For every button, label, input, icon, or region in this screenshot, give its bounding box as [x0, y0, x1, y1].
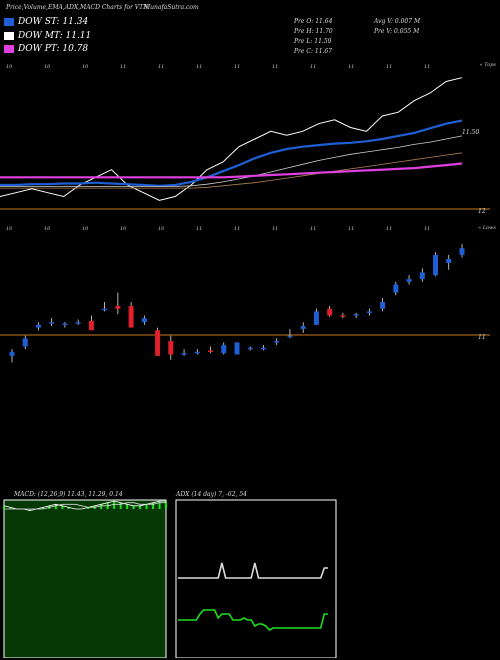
ema-series-line	[0, 162, 463, 179]
price-top-tick-label: 11	[196, 226, 202, 232]
price-top-tick-label: 11	[348, 226, 354, 232]
candle-body	[102, 308, 108, 311]
legend-swatch-mt	[4, 32, 14, 40]
macd-series-line	[4, 502, 166, 510]
candle-body	[366, 311, 372, 313]
candle-body	[194, 351, 200, 354]
candle-body	[327, 308, 333, 316]
stat-low: Pre L: 11.59	[293, 38, 332, 45]
price-top-tick-label: 10	[158, 226, 165, 232]
price-top-tick-label: 10	[44, 226, 51, 232]
legend-swatch-st	[4, 18, 14, 26]
ema-top-tick-label: 10	[82, 64, 89, 70]
candle-body	[141, 318, 147, 323]
candle-body	[419, 272, 425, 280]
legend-label-mt: DOW MT: 11.11	[18, 31, 92, 41]
candle-body	[49, 322, 55, 324]
candle-body	[181, 353, 187, 355]
candle-body	[62, 323, 68, 326]
price-corner-label: « Lows	[478, 225, 496, 231]
adx-series-line	[178, 609, 328, 632]
price-top-tick-label: 11	[386, 226, 392, 232]
legend-swatch-pt	[4, 45, 14, 53]
candle-body	[340, 315, 346, 317]
candle-body	[380, 302, 386, 309]
candle-body	[9, 351, 15, 356]
candle-body	[406, 279, 412, 282]
adx-plot-area	[175, 499, 337, 658]
stat-close: Pre C: 11.67	[293, 48, 332, 55]
candle-body	[446, 258, 452, 263]
candle-body	[115, 306, 121, 309]
header: Price,Volume,EMA,ADX,MACD Charts for VTN…	[5, 4, 421, 55]
candle-body	[35, 324, 41, 328]
price-top-tick-label: 11	[310, 226, 316, 232]
candle-body	[155, 330, 161, 356]
candle-body	[221, 345, 227, 354]
price-top-tick-label: 10	[6, 226, 13, 232]
ema-chart: 10 10 10 11 11 11 11 11 11 11 11 11 « Tops 11.50 12	[0, 62, 497, 215]
ema-top-tick-label: 10	[6, 64, 13, 70]
legend-label-pt: DOW PT: 10.78	[18, 44, 89, 54]
macd-chart: MACD: (12,26,9) 11.43, 11.29, 0.14	[3, 491, 167, 658]
candle-body	[300, 326, 306, 329]
ema-series-line	[0, 119, 463, 187]
ema-top-tick-label: 11	[158, 64, 164, 70]
macd-title: MACD: (12,26,9) 11.43, 11.29, 0.14	[13, 491, 123, 498]
ema-top-tick-label: 11	[120, 64, 126, 70]
legend-label-st: DOW ST: 11.34	[18, 17, 89, 27]
stat-open: Pre O: 11.64	[293, 18, 333, 25]
stat-high: Pre H: 11.70	[293, 28, 333, 35]
stat-pre-volume: Pre V: 0.055 M	[373, 28, 420, 35]
price-level-label: 11	[478, 334, 486, 341]
stat-avg-volume: Avg V: 0.007 M	[373, 18, 421, 25]
ema-series-line	[0, 77, 463, 201]
price-top-tick-label: 10	[120, 226, 127, 232]
candle-body	[260, 347, 266, 350]
candle-body	[234, 342, 240, 355]
ema-top-tick-label: 11	[234, 64, 240, 70]
macd-plot-area	[3, 499, 167, 658]
candle-body	[208, 350, 214, 352]
candle-body	[393, 284, 399, 293]
price-top-tick-label: 11	[272, 226, 278, 232]
site-name: MunafaSutra.com	[143, 4, 199, 11]
price-top-tick-label: 11	[234, 226, 240, 232]
candle-body	[353, 314, 359, 316]
candle-body	[287, 335, 293, 338]
candle-body	[128, 306, 134, 328]
ema-level-label: 11.50	[462, 129, 479, 136]
candle-body	[459, 248, 465, 255]
ema-top-tick-label: 11	[310, 64, 316, 70]
ema-series-line	[0, 135, 463, 187]
ema-series-line	[0, 152, 463, 189]
candle-body	[22, 338, 28, 347]
candle-body	[75, 322, 81, 324]
candle-body	[433, 254, 439, 276]
price-top-tick-label: 11	[424, 226, 430, 232]
macd-series-line	[3, 500, 166, 512]
candle-body	[247, 347, 253, 350]
ema-top-tick-label: 11	[386, 64, 392, 70]
chart-title: Price,Volume,EMA,ADX,MACD Charts for VTN	[5, 4, 149, 11]
ema-level-label: 12	[478, 208, 486, 215]
ema-top-tick-label: 11	[272, 64, 278, 70]
price-top-tick-label: 10	[82, 226, 89, 232]
ema-top-tick-label: 11	[348, 64, 354, 70]
adx-chart: ADX (14 day) 7, -62, 54	[175, 491, 337, 658]
ema-corner-label: « Tops	[480, 62, 497, 68]
ema-top-tick-label: 10	[44, 64, 51, 70]
candle-body	[313, 311, 319, 325]
price-chart: 10 10 10 10 10 11 11 11 11 11 11 11 « Lows 11	[0, 225, 496, 363]
candle-body	[88, 320, 94, 331]
ema-top-tick-label: 11	[196, 64, 202, 70]
candle-body	[274, 341, 280, 343]
adx-title: ADX (14 day) 7, -62, 54	[175, 491, 247, 498]
adx-series-line	[178, 562, 328, 579]
candle-body	[168, 341, 174, 355]
ema-top-tick-label: 11	[424, 64, 430, 70]
